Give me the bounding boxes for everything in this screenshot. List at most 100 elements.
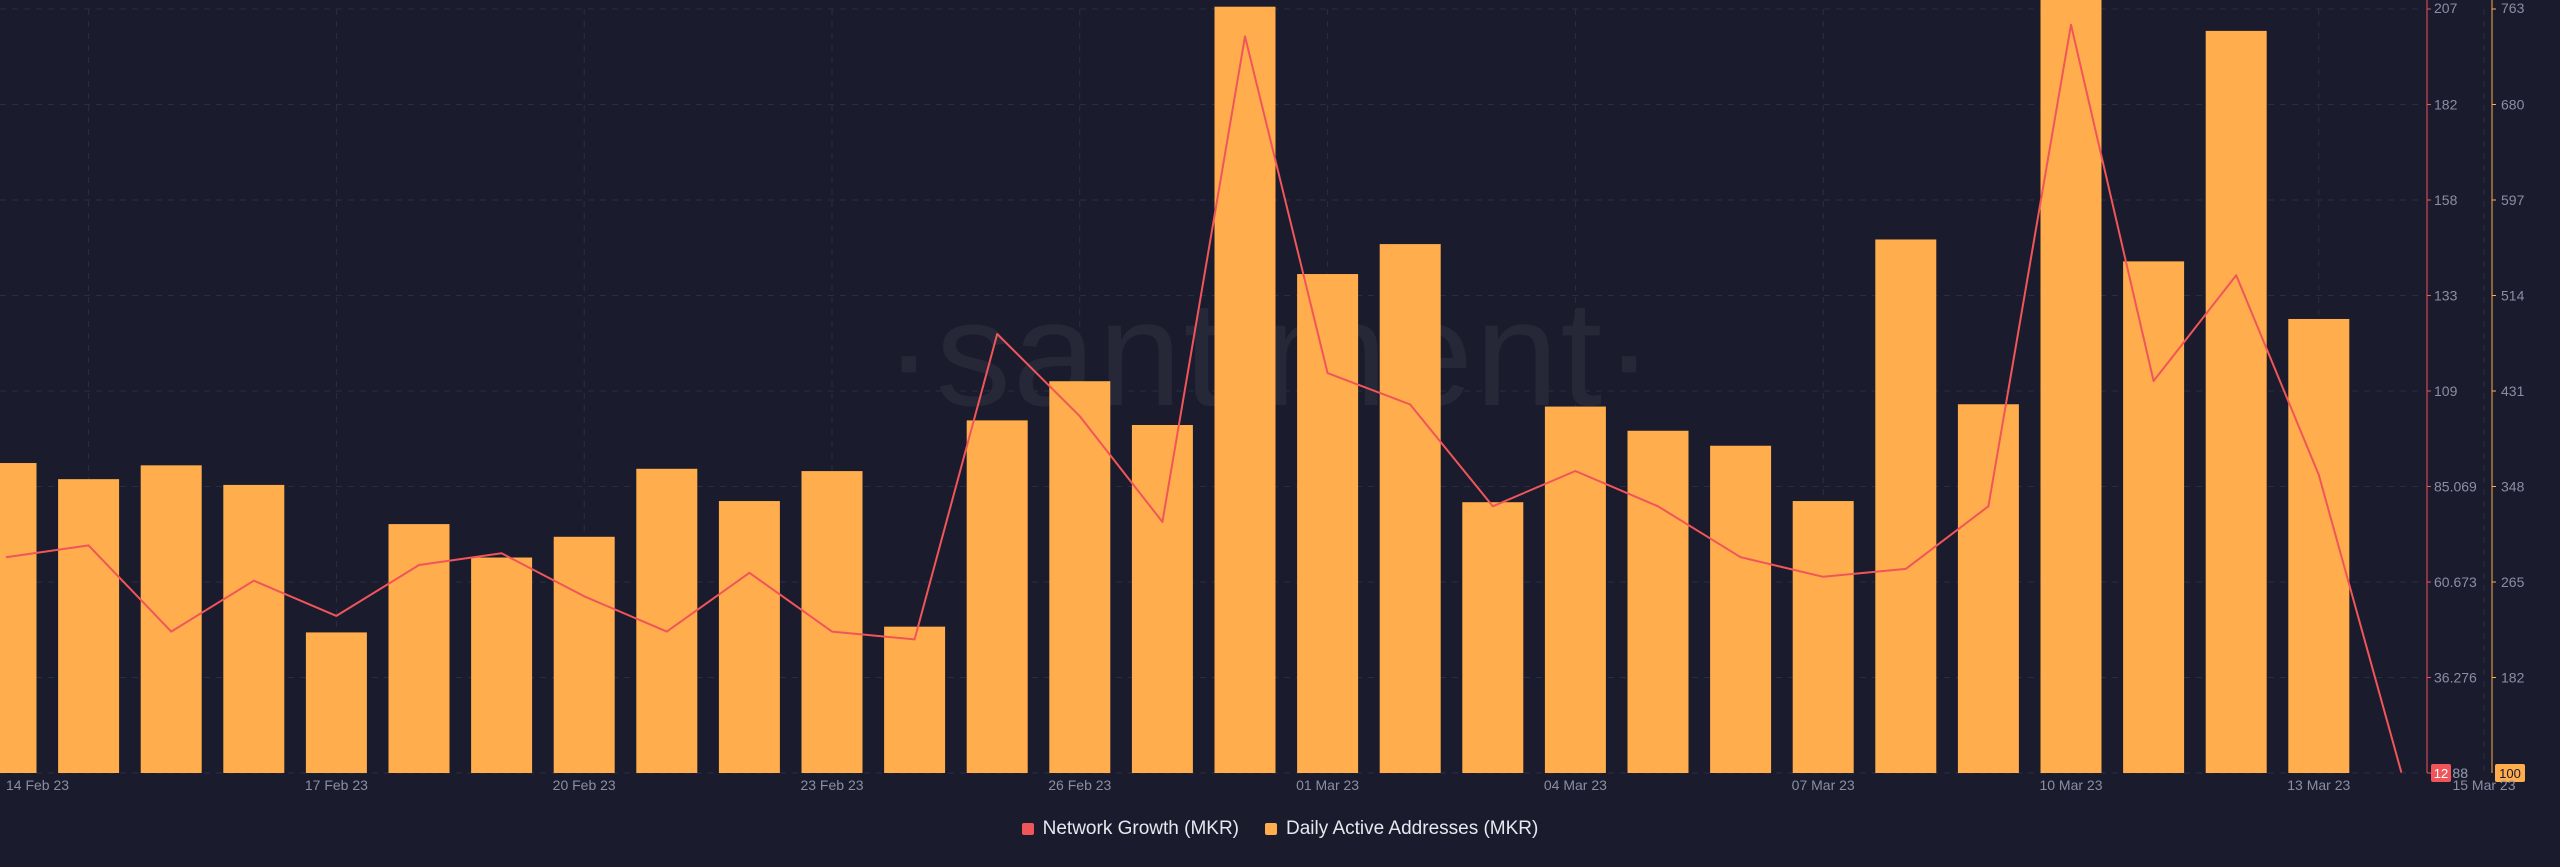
legend: Network Growth (MKR) Daily Active Addres… xyxy=(0,818,2560,840)
y-tick-label-outer-min: 100 xyxy=(2499,766,2521,781)
x-tick-label: 07 Mar 23 xyxy=(1792,777,1855,793)
line-point[interactable] xyxy=(1821,575,1825,579)
y-tick-label-inner: 85.069 xyxy=(2434,479,2477,495)
bar-series xyxy=(0,0,2350,774)
x-tick-label: 15 Mar 23 xyxy=(2452,777,2515,793)
y-tick-label-outer: 763 xyxy=(2501,0,2525,16)
line-point[interactable] xyxy=(1739,555,1743,559)
line-point[interactable] xyxy=(334,614,338,618)
line-point[interactable] xyxy=(1656,504,1660,508)
x-tick-label: 14 Feb 23 xyxy=(6,777,69,793)
line-point[interactable] xyxy=(1904,567,1908,571)
bar[interactable] xyxy=(2040,0,2102,774)
line-point[interactable] xyxy=(1986,504,1990,508)
bar[interactable] xyxy=(1792,501,1854,773)
line-series xyxy=(4,23,2403,775)
line-point[interactable] xyxy=(1078,414,1082,418)
line-point[interactable] xyxy=(2234,273,2238,277)
y-tick-label-outer: 348 xyxy=(2501,479,2525,495)
line-point[interactable] xyxy=(830,630,834,634)
y-tick-label-inner: 182 xyxy=(2434,97,2458,113)
line-point[interactable] xyxy=(1326,371,1330,375)
y-tick-label-inner: 158 xyxy=(2434,192,2458,208)
line-point[interactable] xyxy=(2399,771,2403,775)
axes: 20718215813310985.06960.67336.27611.8876… xyxy=(2426,0,2525,782)
line-point[interactable] xyxy=(417,563,421,567)
bar[interactable] xyxy=(801,471,863,773)
legend-label-network-growth: Network Growth (MKR) xyxy=(1042,818,1239,839)
y-tick-label-outer: 182 xyxy=(2501,670,2525,686)
x-tick-label: 26 Feb 23 xyxy=(1048,777,1111,793)
line-point[interactable] xyxy=(2152,379,2156,383)
x-tick-label: 17 Feb 23 xyxy=(305,777,368,793)
bar[interactable] xyxy=(305,632,367,773)
line-point[interactable] xyxy=(87,543,91,547)
bar[interactable] xyxy=(884,626,946,773)
line-point[interactable] xyxy=(1160,520,1164,524)
line-point[interactable] xyxy=(747,571,751,575)
legend-label-daily-active-addresses: Daily Active Addresses (MKR) xyxy=(1286,818,1539,839)
legend-swatch-daily-active-addresses xyxy=(1265,823,1277,835)
y-tick-label-inner: 207 xyxy=(2434,0,2458,16)
y-tick-label-inner: 109 xyxy=(2434,383,2458,399)
line-point[interactable] xyxy=(2069,23,2073,27)
line-point[interactable] xyxy=(582,594,586,598)
current-value-badge-network-growth xyxy=(2431,764,2451,782)
bar[interactable] xyxy=(1710,445,1772,773)
bar[interactable] xyxy=(1297,274,1359,773)
line-point[interactable] xyxy=(169,630,173,634)
x-axis-ticks: 14 Feb 23 17 Feb 23 20 Feb 23 23 Feb 23 26 F… xyxy=(6,777,2516,793)
y-tick-label-outer: 680 xyxy=(2501,97,2525,113)
line-point[interactable] xyxy=(2317,473,2321,477)
bar[interactable] xyxy=(2205,30,2267,774)
bar[interactable] xyxy=(1957,404,2019,773)
y-tick-label-outer: 514 xyxy=(2501,288,2525,304)
y-tick-label-outer: 431 xyxy=(2501,383,2525,399)
line-point[interactable] xyxy=(995,332,999,336)
line-network-growth[interactable] xyxy=(5,23,2403,773)
y-tick-badge-outer-min xyxy=(2495,764,2525,782)
current-value-badge-network-growth-text: 12 xyxy=(2434,766,2448,781)
bar[interactable] xyxy=(1379,244,1441,774)
line-point[interactable] xyxy=(1491,504,1495,508)
legend-swatch-network-growth xyxy=(1021,823,1034,835)
line-point[interactable] xyxy=(913,637,917,641)
x-tick-label: 10 Mar 23 xyxy=(2039,777,2102,793)
y-tick-label-inner: 133 xyxy=(2434,288,2458,304)
line-point[interactable] xyxy=(1573,469,1577,473)
bar[interactable] xyxy=(1544,406,1606,773)
bar[interactable] xyxy=(1875,239,1937,773)
legend-item-network-growth[interactable]: Network Growth (MKR) xyxy=(1021,818,1239,840)
y-tick-label-outer: 265 xyxy=(2501,574,2525,590)
y-tick-label-outer: 597 xyxy=(2501,192,2525,208)
line-point[interactable] xyxy=(1243,34,1247,38)
y-tick-label-inner: 60.673 xyxy=(2434,574,2477,590)
line-point[interactable] xyxy=(500,551,504,555)
line-point[interactable] xyxy=(252,579,256,583)
bar[interactable] xyxy=(1131,424,1193,773)
bar[interactable] xyxy=(1214,6,1276,774)
x-tick-label: 23 Feb 23 xyxy=(800,777,863,793)
bar[interactable] xyxy=(2288,318,2350,773)
line-point[interactable] xyxy=(665,630,669,634)
bar[interactable] xyxy=(0,463,37,773)
x-tick-label: 01 Mar 23 xyxy=(1296,777,1359,793)
bar[interactable] xyxy=(471,557,533,773)
y-tick-label-inner: 36.276 xyxy=(2434,670,2477,686)
bar[interactable] xyxy=(1462,502,1524,773)
x-tick-label: 04 Mar 23 xyxy=(1544,777,1607,793)
bar[interactable] xyxy=(1049,381,1111,773)
bar[interactable] xyxy=(966,420,1028,773)
bar[interactable] xyxy=(718,501,780,773)
bar[interactable] xyxy=(2123,261,2185,773)
bar[interactable] xyxy=(58,479,120,773)
bar[interactable] xyxy=(223,484,285,773)
x-tick-label: 20 Feb 23 xyxy=(553,777,616,793)
bar[interactable] xyxy=(636,468,698,773)
bar[interactable] xyxy=(553,536,615,773)
bar[interactable] xyxy=(1627,430,1689,773)
line-point[interactable] xyxy=(1408,402,1412,406)
line-point[interactable] xyxy=(4,555,8,559)
legend-item-daily-active-addresses[interactable]: Daily Active Addresses (MKR) xyxy=(1265,818,1538,840)
